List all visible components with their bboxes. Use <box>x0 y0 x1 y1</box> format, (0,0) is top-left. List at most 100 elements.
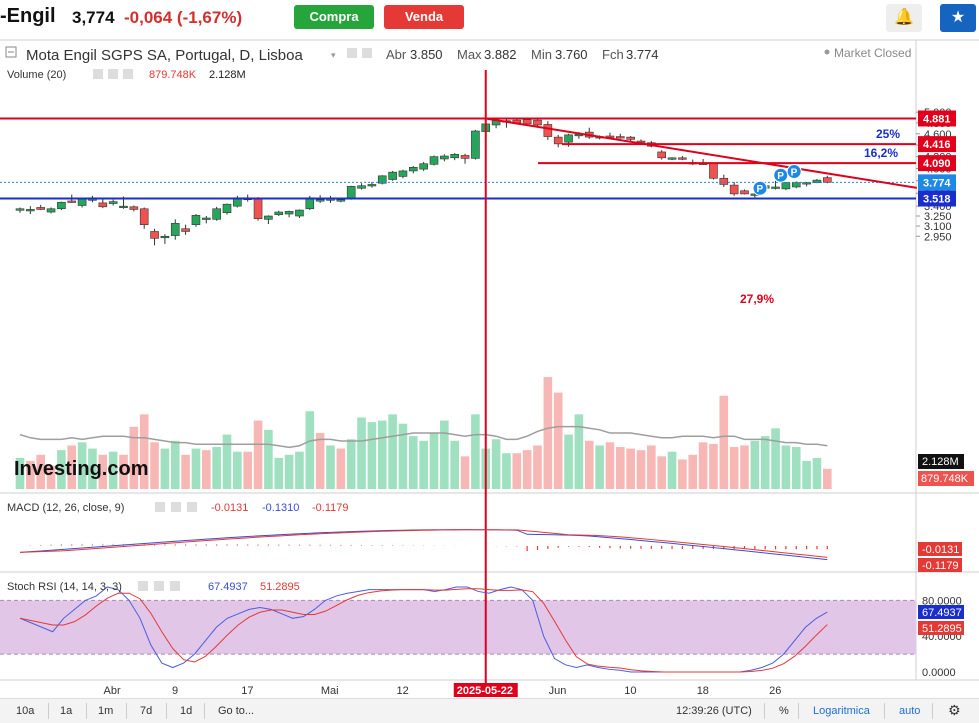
volume-bar <box>315 433 325 489</box>
stoch-k-value: 67.4937 <box>208 581 248 593</box>
candle-up <box>170 223 180 236</box>
bell-plus-icon[interactable]: 🔔 <box>886 4 922 32</box>
candle-up <box>346 186 356 199</box>
volume-bar <box>512 453 522 489</box>
low-value: 3.760 <box>555 47 588 62</box>
gear-icon[interactable] <box>347 48 357 58</box>
range-7d[interactable]: 7d <box>140 705 153 717</box>
level-annotation: 25% <box>876 127 900 141</box>
macd-axis-badge <box>918 542 962 556</box>
candle-up <box>398 170 408 177</box>
goto-button[interactable]: Go to... <box>218 705 255 717</box>
candle-down <box>67 200 77 203</box>
candle-down <box>181 228 190 232</box>
candle-up <box>222 203 232 214</box>
volume-bar <box>647 445 656 489</box>
volume-bar <box>812 457 822 489</box>
volume-bar <box>212 447 221 489</box>
stoch-band <box>0 600 916 655</box>
candle-up <box>315 199 325 202</box>
candle-up <box>367 184 377 187</box>
volume-bar <box>170 440 180 489</box>
candle-down <box>98 202 108 208</box>
event-marker <box>752 180 768 196</box>
candle-up <box>274 211 284 215</box>
volume-bar <box>698 442 708 489</box>
volume-bar <box>57 450 66 489</box>
high-value: 3.882 <box>484 47 517 62</box>
volume-bar <box>709 443 718 489</box>
x-axis-highlight-label: 2025-05-22 <box>457 685 513 697</box>
level-price-badge <box>918 110 956 127</box>
collapse-icon[interactable] <box>5 46 17 58</box>
chevron-down-icon[interactable]: ▾ <box>331 50 336 60</box>
volume-bar <box>626 448 635 489</box>
volume-bar <box>636 450 646 489</box>
volume-bar <box>522 450 532 489</box>
current-price-badge <box>918 174 956 191</box>
bottom-toolbar: 10a 1a 1m 7d 1d Go to... 12:39:26 (UTC) … <box>0 698 979 723</box>
volume-bar <box>295 451 304 489</box>
event-marker-label: P <box>757 184 764 195</box>
level-price-label: 4.881 <box>923 113 951 125</box>
x-axis-label: 18 <box>697 685 709 697</box>
candle-up <box>46 208 56 213</box>
volume-bar <box>750 440 760 489</box>
x-axis-label: 10 <box>624 685 636 697</box>
status-dot <box>824 49 830 55</box>
event-marker <box>786 164 802 180</box>
log-scale-toggle[interactable]: Logaritmica <box>813 705 870 717</box>
volume-ma-label: 879.748K <box>921 473 969 485</box>
level-price-badge <box>918 155 956 172</box>
candle-up <box>440 155 449 160</box>
settings-icon[interactable] <box>362 48 372 58</box>
range-1y[interactable]: 1a <box>60 705 73 717</box>
auto-scale-toggle[interactable]: auto <box>899 705 921 717</box>
candle-down <box>543 124 553 137</box>
volume-bar <box>584 440 594 489</box>
stoch-d-line <box>19 588 828 673</box>
volume-bar <box>440 420 449 489</box>
volume-bar <box>150 442 159 489</box>
range-1m[interactable]: 1m <box>98 705 114 717</box>
price-axis-label: 3.100 <box>924 221 952 233</box>
volume-bar <box>419 440 428 489</box>
open-label: Abr <box>386 47 407 62</box>
volume-bar <box>605 442 615 489</box>
candle-down <box>678 157 687 160</box>
volume-bar <box>129 426 139 489</box>
gear-icon[interactable]: ⚙ <box>948 702 961 718</box>
event-marker-label: P <box>777 171 784 182</box>
range-10y[interactable]: 10a <box>16 705 35 717</box>
volume-bar <box>781 445 791 489</box>
candle-up <box>667 157 677 160</box>
volume-bar <box>202 450 211 489</box>
high-label: Max <box>457 47 482 62</box>
volume-bar <box>791 447 801 489</box>
candle-up <box>264 215 273 220</box>
market-status: Market Closed <box>834 46 911 60</box>
stoch-axis-label: 80.0000 <box>922 595 962 607</box>
volume-bar <box>740 445 749 489</box>
close-label: Fch <box>602 47 624 62</box>
level-annotation: 16,2% <box>864 146 898 160</box>
volume-ma-line <box>19 425 828 449</box>
volume-bar <box>429 433 439 489</box>
star-icon[interactable]: ★ <box>940 4 976 32</box>
volume-bar <box>264 429 273 489</box>
volume-bar <box>26 461 35 489</box>
price-chart[interactable]: 5.0004.8004.6004.4004.2004.0003.8003.600… <box>0 36 979 698</box>
candle-down <box>709 162 718 179</box>
candle-up <box>429 156 439 165</box>
clock-time: 12:39:26 (UTC) <box>676 705 752 717</box>
sell-button[interactable]: Venda <box>384 5 464 29</box>
percent-toggle[interactable]: % <box>779 705 789 717</box>
trend-line <box>485 117 918 189</box>
candle-up <box>119 205 128 208</box>
price-axis-label: 2.950 <box>924 231 952 243</box>
candle-down <box>150 231 159 239</box>
range-1d[interactable]: 1d <box>180 705 193 717</box>
buy-button[interactable]: Compra <box>294 5 374 29</box>
level-price-label: 4.090 <box>923 158 951 170</box>
volume-bar <box>564 434 573 489</box>
